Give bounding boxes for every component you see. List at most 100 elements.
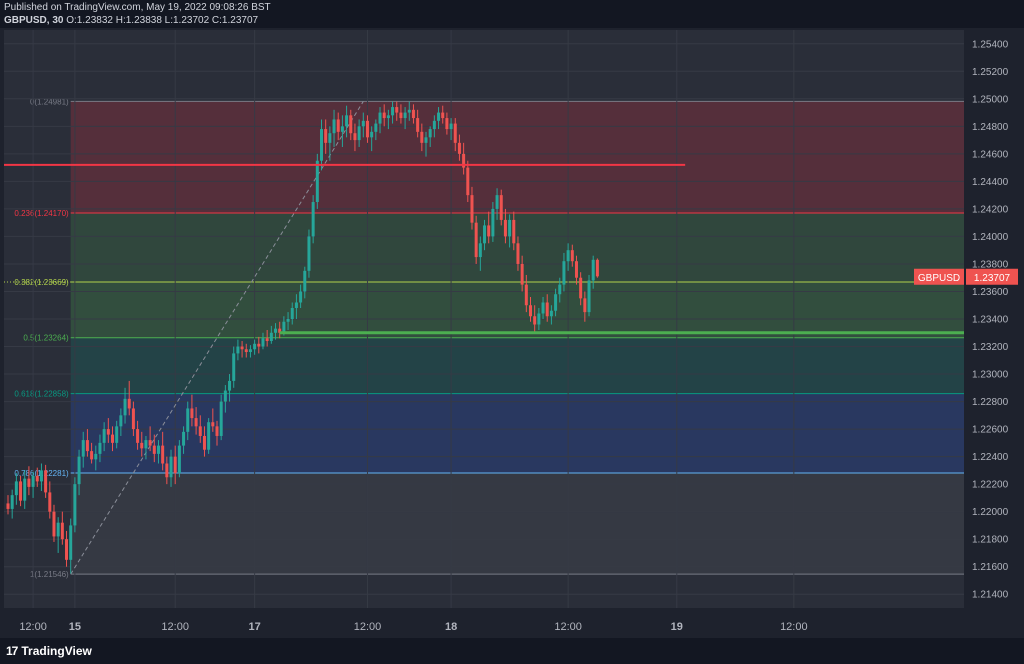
candle-body: [491, 208, 495, 237]
candles: [6, 101, 599, 574]
candle: [219, 394, 223, 441]
candle-body: [374, 123, 378, 132]
candle-body: [378, 112, 382, 124]
candle: [148, 426, 152, 452]
candle: [265, 330, 269, 347]
candle: [407, 101, 411, 121]
candle-body: [370, 131, 374, 138]
candle-body: [541, 302, 545, 314]
candle: [445, 112, 449, 135]
candle-body: [315, 160, 319, 203]
candle: [299, 284, 303, 308]
symbol-line: GBPUSD, 30 O:1.23832 H:1.23838 L:1.23702…: [4, 15, 258, 26]
candle: [169, 449, 173, 487]
candle-body: [194, 418, 198, 427]
candle: [236, 339, 240, 361]
fib-zone-0: [70, 101, 964, 214]
candle-body: [470, 195, 474, 223]
candle-body: [311, 202, 315, 237]
candle-body: [52, 511, 56, 537]
candle: [123, 387, 127, 424]
candle: [286, 312, 290, 331]
fib-zone-0.786: [70, 472, 964, 575]
candle-body: [202, 435, 206, 450]
time-tick-label: 19: [671, 621, 683, 633]
candle-body: [98, 442, 102, 454]
candle-body: [190, 408, 194, 419]
price-tick-label: 1.24400: [972, 177, 1009, 188]
candle: [60, 511, 64, 545]
footer-bar: [0, 638, 1024, 664]
price-tick-label: 1.22000: [972, 507, 1009, 518]
candle: [240, 341, 244, 358]
candle: [353, 123, 357, 152]
candle: [320, 119, 323, 171]
trend-dashed-line: [70, 101, 364, 575]
candle-body: [516, 243, 520, 264]
candle-body: [31, 475, 35, 487]
candle-body: [558, 284, 562, 295]
candle: [44, 464, 48, 498]
fib-label-0.618: 0.618(1.22858): [14, 390, 69, 399]
price-axis-bg: [964, 30, 1024, 608]
candle-body: [169, 456, 173, 478]
candle: [90, 442, 94, 464]
candle-body: [441, 112, 445, 119]
time-tick-label: 18: [445, 621, 457, 633]
horizontal-lines[interactable]: [4, 163, 964, 335]
candle: [144, 435, 148, 460]
candle-body: [294, 302, 298, 308]
candle: [349, 109, 353, 141]
candle-body: [499, 195, 503, 220]
candle: [524, 274, 528, 313]
candle: [81, 431, 85, 468]
candle: [595, 258, 599, 278]
candle-body: [173, 456, 177, 474]
candle: [403, 107, 407, 130]
candle-body: [524, 284, 528, 306]
candle: [111, 426, 114, 452]
candle-body: [198, 426, 202, 436]
candle: [533, 305, 537, 333]
tradingview-logo[interactable]: 17 TradingView: [6, 644, 92, 658]
candle: [39, 463, 43, 492]
candle-body: [81, 440, 85, 457]
candle-body: [466, 167, 470, 196]
time-axis[interactable]: 12:00 15 12:00 17 12:00 18 12:00 19 12:00: [4, 608, 964, 638]
candle: [554, 288, 558, 317]
candle: [537, 307, 541, 331]
price-tick-label: 1.23600: [972, 287, 1009, 298]
candle-body: [248, 349, 252, 353]
candle: [499, 189, 503, 226]
candle: [94, 445, 98, 471]
candle: [357, 119, 361, 147]
candle-body: [512, 219, 516, 244]
candle-body: [416, 118, 420, 132]
candle-body: [69, 525, 73, 560]
candle: [495, 188, 499, 220]
price-axis[interactable]: 1.21400 1.21600 1.21800 1.22000 1.22200 1.224…: [964, 30, 1024, 608]
candle: [152, 434, 156, 463]
candle: [190, 394, 194, 427]
candle: [428, 126, 432, 147]
candle: [261, 332, 265, 350]
candle-body: [595, 259, 599, 277]
candle-body: [424, 137, 428, 143]
candle: [253, 339, 257, 355]
candle-body: [282, 321, 286, 333]
candle-body: [207, 422, 211, 450]
candle: [35, 467, 39, 487]
time-tick-label: 12:00: [354, 621, 382, 633]
candle-body: [106, 429, 110, 435]
price-tick-label: 1.23200: [972, 342, 1009, 353]
fibonacci-retracement[interactable]: 0(1.24981) 0.236(1.24170) 0.382(1.23669) 0.…: [4, 97, 964, 579]
candle-body: [545, 302, 549, 317]
candle-body: [257, 343, 261, 347]
candle: [23, 470, 27, 509]
candle: [336, 112, 340, 141]
candle-body: [6, 503, 10, 509]
candle-body: [449, 123, 453, 130]
candle: [215, 420, 219, 446]
candle: [156, 440, 160, 464]
